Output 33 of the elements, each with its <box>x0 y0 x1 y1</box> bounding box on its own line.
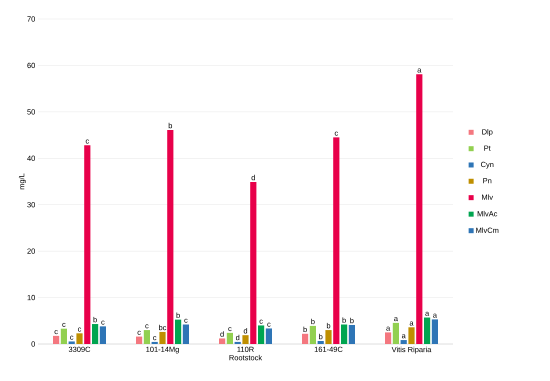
bar <box>68 341 75 344</box>
bar <box>100 326 106 344</box>
bar <box>325 330 332 344</box>
bar <box>219 338 226 344</box>
bar <box>250 182 256 344</box>
bar <box>159 332 166 344</box>
bar <box>416 74 422 344</box>
bar <box>341 324 348 344</box>
bar <box>226 332 233 344</box>
bar <box>408 327 415 344</box>
bar <box>182 324 189 344</box>
bar <box>432 319 438 344</box>
bar <box>60 328 67 344</box>
bar <box>144 330 150 344</box>
bar <box>53 336 60 344</box>
bar <box>242 335 249 344</box>
bar <box>310 326 316 344</box>
bar <box>400 340 407 344</box>
bar <box>136 336 142 344</box>
bar <box>348 324 355 344</box>
bar <box>175 320 182 344</box>
bar <box>167 130 174 344</box>
bar <box>258 325 264 344</box>
bar <box>333 137 340 344</box>
bar <box>302 334 308 344</box>
bar <box>84 145 90 344</box>
bar <box>318 340 324 344</box>
bar <box>424 318 430 344</box>
bar <box>92 324 98 344</box>
bar <box>385 332 392 344</box>
bar <box>266 328 272 344</box>
bar <box>76 333 83 344</box>
bar <box>392 322 399 344</box>
